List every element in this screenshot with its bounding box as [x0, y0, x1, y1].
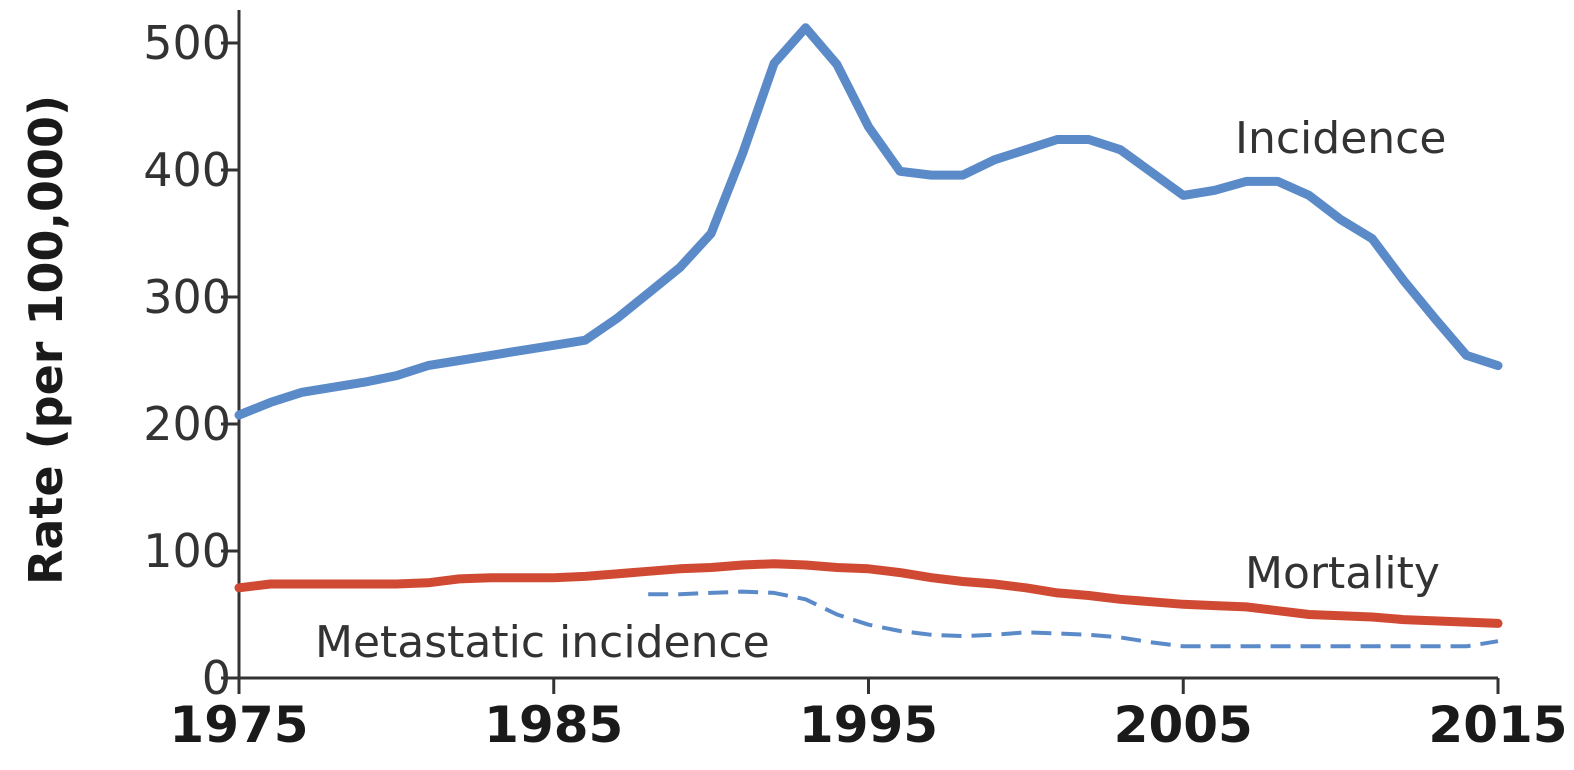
series-label-incidence: Incidence: [1235, 113, 1446, 164]
x-axis: 1975 1985 1995 2005 2015: [169, 676, 1568, 754]
x-tick-label: 1995: [799, 696, 938, 754]
y-tick-label: 0: [202, 651, 231, 705]
y-ticks: 0 100 200 300 400 500: [143, 16, 239, 705]
y-axis-title: Rate (per 100,000): [19, 95, 73, 585]
x-tick-label: 1985: [484, 696, 623, 754]
series-line-incidence: [234, 23, 1503, 420]
y-tick-label: 500: [143, 16, 231, 70]
series-label-metastatic-incidence: Metastatic incidence: [315, 617, 770, 668]
series-layer: [234, 23, 1503, 649]
y-tick-label: 200: [143, 397, 231, 451]
series-line-mortality: [234, 559, 1503, 628]
x-tick-label: 2015: [1428, 696, 1567, 754]
y-tick-label: 300: [143, 270, 231, 324]
x-tick-label: 2005: [1114, 696, 1253, 754]
x-ticks: 1975 1985 1995 2005 2015: [169, 678, 1568, 754]
y-tick-label: 400: [143, 143, 231, 197]
y-axis: 0 100 200 300 400 500: [143, 10, 241, 705]
y-tick-label: 100: [143, 524, 231, 578]
series-label-mortality: Mortality: [1245, 548, 1440, 599]
series-line-metastatic-incidence: [648, 589, 1499, 649]
x-tick-label: 1975: [169, 696, 308, 754]
